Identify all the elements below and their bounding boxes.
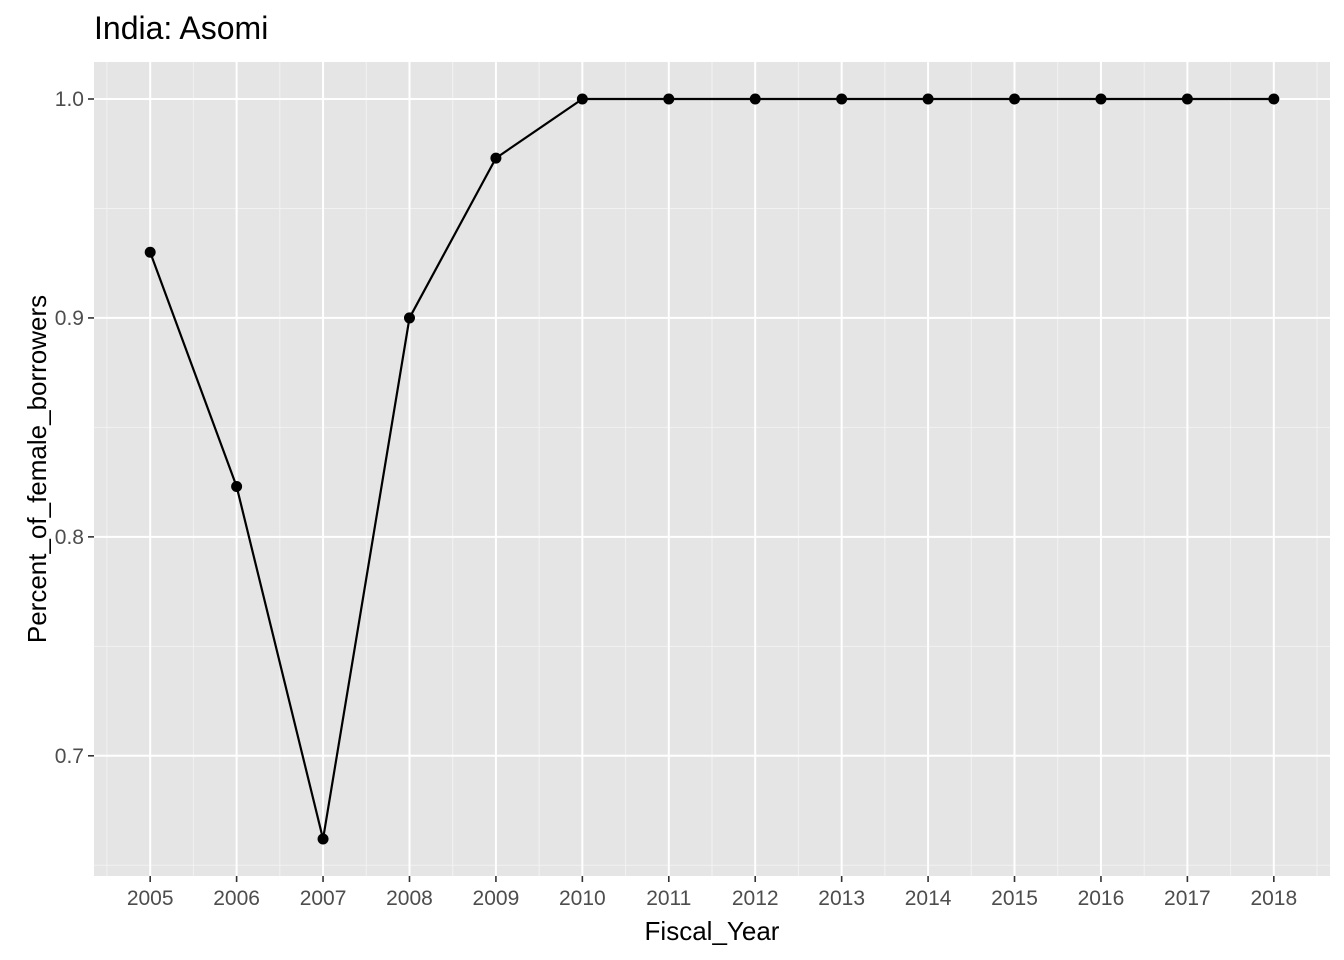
data-point-2010 [576, 93, 588, 105]
chart-title: India: Asomi [94, 10, 268, 46]
x-tick-label: 2009 [473, 887, 520, 910]
x-tick-label: 2015 [991, 887, 1038, 910]
data-point-2011 [663, 93, 675, 105]
x-tick-label: 2011 [646, 887, 691, 910]
data-point-2008 [403, 312, 415, 324]
x-tick-label: 2012 [732, 887, 779, 910]
x-tick-label: 2014 [905, 887, 952, 910]
x-axis-title: Fiscal_Year [645, 916, 780, 946]
major-gridlines [94, 62, 1330, 876]
data-point-2016 [1095, 93, 1107, 105]
data-point-2015 [1009, 93, 1021, 105]
data-point-2013 [836, 93, 848, 105]
x-axis: 2005 2006 2007 2008 2009 2010 2011 2012 2013 2014… [127, 876, 1297, 910]
y-tick-label: 0.7 [55, 745, 84, 768]
y-tick-label: 0.9 [55, 307, 84, 330]
data-point-2018 [1268, 93, 1280, 105]
x-tick-label: 2006 [213, 887, 260, 910]
data-point-2009 [490, 152, 502, 164]
y-axis: 0.7 0.8 0.9 1.0 [55, 88, 94, 768]
x-tick-label: 2005 [127, 887, 174, 910]
x-tick-label: 2010 [559, 887, 606, 910]
data-point-2006 [231, 481, 243, 493]
x-tick-label: 2007 [300, 887, 347, 910]
data-point-2017 [1181, 93, 1193, 105]
series-line [149, 97, 1274, 841]
data-point-2012 [749, 93, 761, 105]
x-tick-label: 2008 [386, 887, 433, 910]
minor-gridlines [94, 62, 1330, 876]
x-tick-label: 2016 [1078, 887, 1125, 910]
y-tick-label: 0.8 [55, 526, 84, 549]
data-point-2005 [144, 246, 156, 258]
series-points-group [144, 93, 1280, 845]
x-tick-label: 2013 [818, 887, 865, 910]
x-tick-label: 2018 [1250, 887, 1297, 910]
y-axis-title: Percent_of_female_borrowers [22, 295, 52, 643]
data-point-2014 [922, 93, 934, 105]
data-point-2007 [317, 833, 329, 845]
y-tick-label: 1.0 [55, 88, 84, 111]
series-line-group [149, 97, 1274, 841]
x-tick-label: 2017 [1164, 887, 1211, 910]
